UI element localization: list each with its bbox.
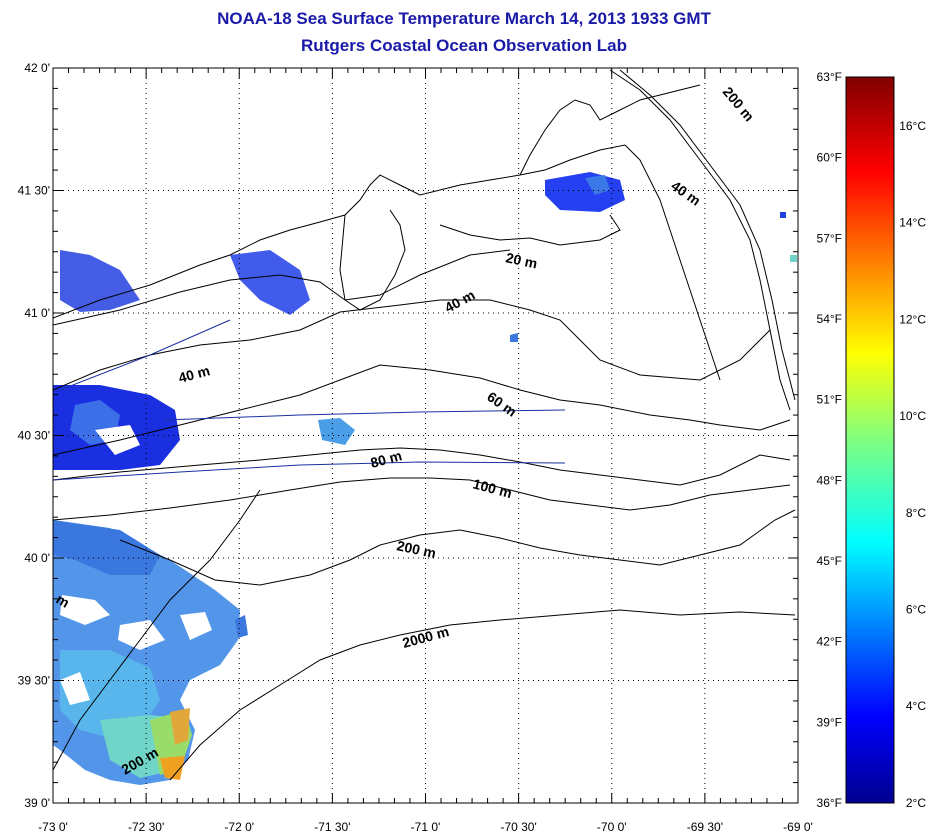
bathymetry-contours: [53, 69, 796, 781]
contour-label-60m: 60 m: [484, 388, 519, 419]
lon-tick-label: -70 30': [500, 820, 536, 834]
fahrenheit-labels: 63°F 60°F 57°F 54°F 51°F 48°F 45°F 42°F 39°F 36°F: [817, 70, 842, 810]
lat-tick-label: 41 30': [18, 184, 50, 198]
contour-label-100m: 100 m: [471, 475, 513, 501]
fahrenheit-tick-label: 39°F: [817, 715, 842, 729]
celsius-tick-label: 4°C: [906, 699, 926, 713]
latitude-labels: 42 0' 41 30' 41 0' 40 30' 40 0' 39 30' 39 0': [18, 61, 50, 810]
contour-label-20m: 20 m: [504, 249, 539, 271]
coastline: [53, 144, 721, 381]
lat-tick-label: 42 0': [24, 61, 50, 75]
temperature-colorbar: [845, 76, 895, 804]
fahrenheit-tick-label: 45°F: [817, 554, 842, 568]
lon-tick-label: -70 0': [597, 820, 627, 834]
celsius-labels: 16°C 14°C 12°C 10°C 8°C 6°C 4°C 2°C: [899, 119, 926, 810]
lat-tick-label: 39 30': [18, 674, 50, 688]
celsius-tick-label: 10°C: [899, 409, 926, 423]
celsius-tick-label: 14°C: [899, 216, 926, 230]
fahrenheit-tick-label: 36°F: [817, 796, 842, 810]
contour-label-2000m: 2000 m: [401, 623, 451, 651]
fahrenheit-tick-label: 48°F: [817, 473, 842, 487]
fahrenheit-tick-label: 42°F: [817, 635, 842, 649]
fahrenheit-tick-label: 60°F: [817, 151, 842, 165]
celsius-tick-label: 2°C: [906, 796, 926, 810]
map-title: NOAA-18 Sea Surface Temperature March 14…: [217, 9, 711, 28]
lon-tick-label: -71 0': [411, 820, 441, 834]
celsius-tick-label: 12°C: [899, 312, 926, 326]
map-subtitle: Rutgers Coastal Ocean Observation Lab: [301, 36, 627, 55]
contour-label-40m: 40 m: [177, 362, 212, 386]
longitude-labels: -73 0' -72 30' -72 0' -71 30' -71 0' -70 30' -…: [38, 820, 813, 834]
lon-tick-label: -72 0': [224, 820, 254, 834]
fahrenheit-tick-label: 51°F: [817, 393, 842, 407]
contour-label-200m: 200 m: [720, 84, 758, 125]
graticule: [53, 68, 798, 803]
lon-tick-label: -73 0': [38, 820, 68, 834]
lon-tick-label: -69 30': [687, 820, 723, 834]
fahrenheit-tick-label: 54°F: [817, 312, 842, 326]
lon-tick-label: -71 30': [314, 820, 350, 834]
lon-tick-label: -72 30': [128, 820, 164, 834]
contour-label-80m: 80 m: [369, 447, 404, 471]
contour-label-40m: 40 m: [668, 177, 703, 208]
lat-tick-label: 41 0': [24, 306, 50, 320]
lat-tick-label: 40 30': [18, 429, 50, 443]
celsius-tick-label: 8°C: [906, 506, 926, 520]
celsius-tick-label: 6°C: [906, 603, 926, 617]
lon-tick-label: -69 0': [783, 820, 813, 834]
axis-ticks: [52, 67, 799, 804]
contour-label-200m: 200 m: [395, 537, 437, 561]
celsius-tick-label: 16°C: [899, 119, 926, 133]
lat-tick-label: 40 0': [24, 551, 50, 565]
sst-data-layer: [53, 172, 797, 785]
fahrenheit-tick-label: 57°F: [817, 231, 842, 245]
fahrenheit-tick-label: 63°F: [817, 70, 842, 84]
lat-tick-label: 39 0': [24, 796, 50, 810]
contour-label-40m: 40 m: [442, 287, 478, 316]
